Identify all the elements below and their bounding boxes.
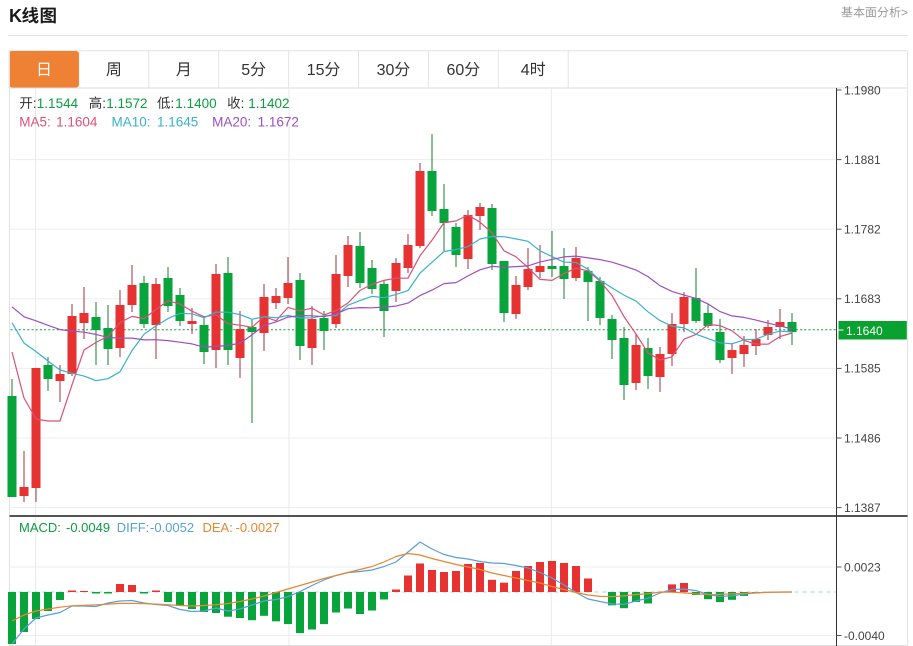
svg-text:1.1782: 1.1782 [844,223,881,237]
svg-text:-0.0052: -0.0052 [150,520,194,535]
svg-text:-0.0049: -0.0049 [66,520,110,535]
svg-text:15: 15 [307,62,325,79]
svg-text:1.1672: 1.1672 [258,115,299,130]
svg-text:MA20:: MA20: [212,115,251,130]
svg-text:DIFF:: DIFF: [117,520,150,535]
svg-text:0.0023: 0.0023 [844,560,881,574]
svg-text:30: 30 [377,62,395,79]
svg-text:1.1572: 1.1572 [106,96,147,111]
svg-text:MA5:: MA5: [19,115,51,130]
svg-text:1.1585: 1.1585 [844,362,881,376]
svg-text:1.1683: 1.1683 [844,292,881,306]
svg-text::: : [171,96,175,111]
svg-text::: : [102,96,106,111]
svg-text:1.1402: 1.1402 [248,96,289,111]
svg-text:1.1881: 1.1881 [844,153,881,167]
svg-text:>: > [901,6,908,20]
svg-text:DEA:: DEA: [203,520,233,535]
svg-text:1.1387: 1.1387 [844,501,881,515]
svg-text::: : [241,96,245,111]
svg-text:MA10:: MA10: [112,115,151,130]
svg-text:1.1640: 1.1640 [846,324,883,338]
svg-text:5: 5 [241,62,250,79]
svg-text:MACD:: MACD: [19,520,61,535]
svg-text:1.1486: 1.1486 [844,431,881,445]
svg-text:1.1400: 1.1400 [175,96,216,111]
svg-text:-0.0040: -0.0040 [844,629,885,643]
svg-text:1.1645: 1.1645 [157,115,198,130]
svg-text:1.1544: 1.1544 [37,96,79,111]
svg-text:60: 60 [447,62,465,79]
svg-text:1.1980: 1.1980 [844,83,881,97]
svg-text:4: 4 [521,62,530,79]
svg-text:1.1604: 1.1604 [56,115,98,130]
svg-text:-0.0027: -0.0027 [236,520,280,535]
svg-text:K: K [9,6,22,26]
svg-text::: : [33,96,37,111]
